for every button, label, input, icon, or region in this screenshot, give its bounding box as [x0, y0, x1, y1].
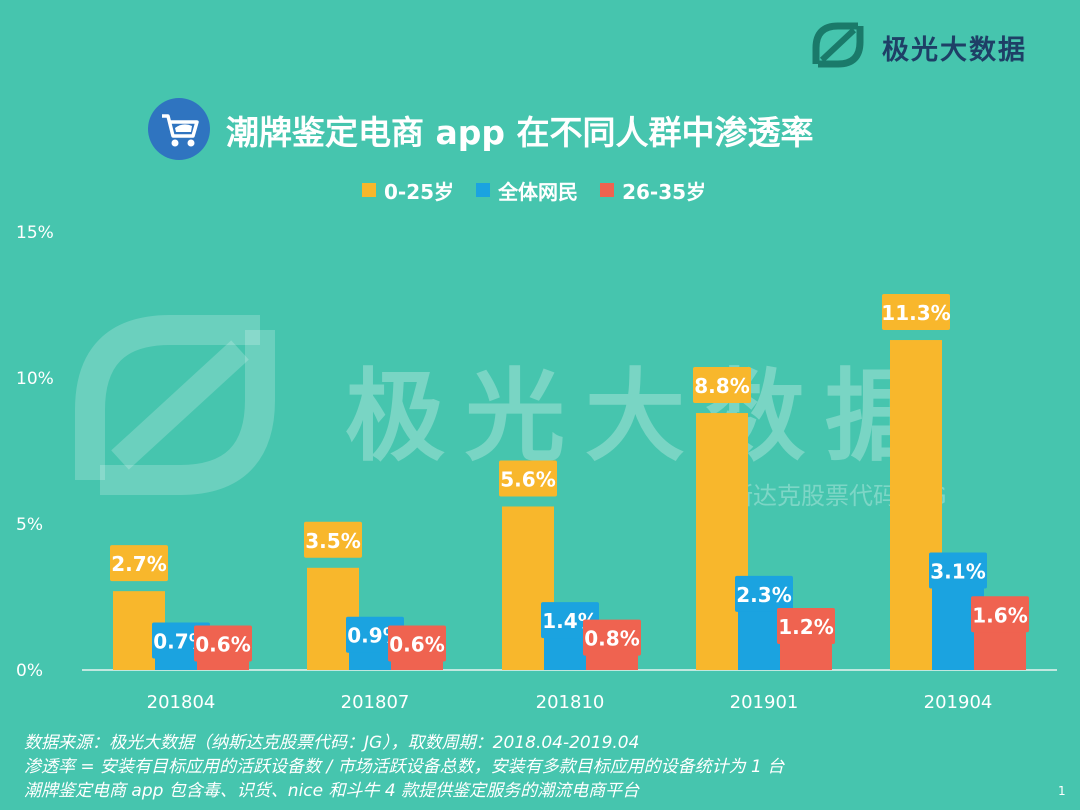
- legend-swatch: [476, 183, 491, 197]
- cart-icon: [148, 98, 210, 160]
- y-tick-label: 5%: [16, 515, 43, 535]
- data-label-box: [499, 460, 557, 497]
- data-label: 1.2%: [778, 615, 833, 639]
- data-label-box: [882, 294, 950, 331]
- y-tick-label: 0%: [16, 661, 43, 681]
- data-label-box: [693, 367, 751, 404]
- watermark-logo-icon: [75, 315, 275, 495]
- data-label-box: [777, 607, 835, 644]
- legend-item-all-users: 全体网民: [476, 176, 578, 205]
- legend-item-0-25: 0-25岁: [362, 176, 454, 205]
- y-tick-label: 10%: [16, 369, 54, 389]
- data-label: 0.8%: [584, 627, 639, 651]
- brand-logo-icon: [812, 22, 864, 68]
- data-label-box: [110, 545, 168, 582]
- legend-label: 26-35岁: [622, 179, 707, 204]
- data-label: 1.6%: [972, 603, 1027, 627]
- watermark-text: 极光大数据: [345, 358, 945, 475]
- chart-title: 潮牌鉴定电商 app 在不同人群中渗透率: [226, 113, 814, 152]
- data-label-box: [735, 575, 793, 612]
- data-label-box: [194, 625, 252, 662]
- legend-label: 0-25岁: [384, 179, 455, 204]
- legend-label: 全体网民: [498, 179, 579, 204]
- chart-legend: 0-25岁 全体网民 26-35岁: [362, 174, 706, 206]
- data-label: 8.8%: [694, 374, 749, 398]
- legend-swatch: [362, 183, 376, 197]
- x-tick-label: 201807: [341, 692, 410, 713]
- x-tick-label: 201901: [730, 692, 799, 713]
- legend-swatch: [600, 183, 615, 197]
- data-label: 2.7%: [111, 552, 166, 576]
- brand: 极光大数据: [808, 20, 1068, 70]
- data-label-box: [583, 619, 641, 656]
- page-number: 1: [1058, 784, 1066, 798]
- data-label: 5.6%: [500, 467, 555, 491]
- footnote-definition: 渗透率 = 安装有目标应用的活跃设备数 / 市场活跃设备总数，安装有多款目标应用…: [24, 757, 785, 777]
- x-tick-label: 201810: [536, 692, 605, 713]
- data-label-box: [304, 521, 362, 558]
- data-label: 2.3%: [736, 583, 791, 607]
- data-label: 0.6%: [195, 632, 250, 656]
- data-label-box: [929, 552, 987, 589]
- data-label: 3.1%: [930, 559, 985, 583]
- data-label-box: [388, 625, 446, 662]
- legend-item-26-35: 26-35岁: [600, 176, 706, 205]
- data-label-box: [971, 596, 1029, 633]
- data-label: 3.5%: [305, 529, 360, 553]
- x-tick-label: 201804: [147, 692, 216, 713]
- y-tick-label: 15%: [16, 223, 54, 243]
- footnote-source: 数据来源：极光大数据（纳斯达克股票代码：JG），取数周期：2018.04-201…: [24, 733, 640, 753]
- data-label: 0.6%: [389, 632, 444, 656]
- brand-name: 极光大数据: [882, 35, 1027, 66]
- data-label: 11.3%: [881, 301, 950, 325]
- x-tick-label: 201904: [924, 692, 993, 713]
- footnote-scope: 潮牌鉴定电商 app 包含毒、识货、nice 和斗牛 4 款提供鉴定服务的潮流电…: [24, 781, 640, 801]
